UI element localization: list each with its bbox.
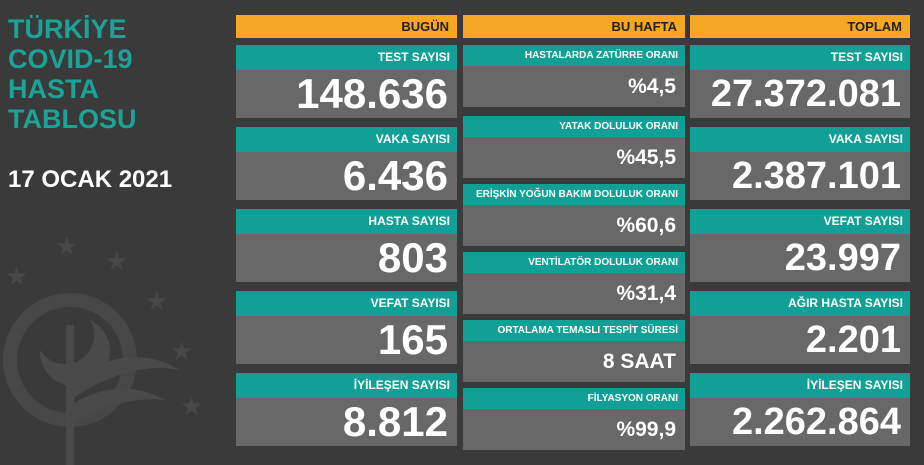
stat-label: ERİŞKİN YOĞUN BAKIM DOLULUK ORANI bbox=[463, 184, 685, 205]
stat-value: %4,5 bbox=[463, 66, 685, 107]
stat-label: TEST SAYISI bbox=[690, 45, 910, 70]
stat-value: %31,4 bbox=[463, 273, 685, 314]
title-line: TÜRKİYE bbox=[8, 14, 127, 44]
title-line: TABLOSU bbox=[8, 104, 137, 134]
stat-value: 8 SAAT bbox=[463, 341, 685, 382]
stat-label: HASTALARDA ZATÜRRE ORANI bbox=[463, 45, 685, 66]
stat-label: VENTİLATÖR DOLULUK ORANI bbox=[463, 252, 685, 273]
title-line: COVID-19 bbox=[8, 44, 133, 74]
stat-label: FİLYASYON ORANI bbox=[463, 388, 685, 409]
svg-text:★: ★ bbox=[105, 247, 128, 277]
stat-label: VEFAT SAYISI bbox=[236, 291, 457, 316]
stat-label: İYİLEŞEN SAYISI bbox=[690, 373, 910, 398]
stat-value: 6.436 bbox=[236, 152, 457, 200]
stat-label: HASTA SAYISI bbox=[236, 209, 457, 234]
stat-value: 2.201 bbox=[690, 316, 910, 364]
title: TÜRKİYE COVID-19 HASTA TABLOSU bbox=[8, 14, 137, 134]
stat-value: 803 bbox=[236, 234, 457, 282]
stat-label: TEST SAYISI bbox=[236, 45, 457, 70]
svg-text:★: ★ bbox=[180, 392, 203, 422]
stat-value: %45,5 bbox=[463, 137, 685, 178]
svg-text:★: ★ bbox=[5, 262, 28, 292]
date: 17 OCAK 2021 bbox=[8, 166, 173, 193]
stat-label: İYİLEŞEN SAYISI bbox=[236, 373, 457, 398]
stat-value: %60,6 bbox=[463, 205, 685, 246]
svg-text:★: ★ bbox=[170, 337, 193, 367]
emblem: ★★ ★ ★★★ bbox=[3, 232, 203, 465]
column-header: BUGÜN bbox=[236, 15, 457, 38]
stat-value: 165 bbox=[236, 316, 457, 364]
svg-text:★: ★ bbox=[55, 232, 78, 262]
svg-text:★: ★ bbox=[145, 287, 168, 317]
column-header: BU HAFTA bbox=[463, 15, 685, 38]
stat-value: 23.997 bbox=[690, 234, 910, 282]
column-header: TOPLAM bbox=[690, 15, 910, 38]
stat-value: 148.636 bbox=[236, 70, 457, 118]
title-line: HASTA bbox=[8, 74, 99, 104]
stat-value: %99,9 bbox=[463, 409, 685, 450]
stat-value: 2.262.864 bbox=[690, 398, 910, 446]
stat-value: 2.387.101 bbox=[690, 152, 910, 200]
stat-label: VAKA SAYISI bbox=[236, 127, 457, 152]
stat-label: ORTALAMA TEMASLI TESPİT SÜRESİ bbox=[463, 320, 685, 341]
stat-value: 8.812 bbox=[236, 398, 457, 446]
stat-value: 27.372.081 bbox=[690, 70, 910, 118]
stat-label: YATAK DOLULUK ORANI bbox=[463, 116, 685, 137]
stat-label: AĞIR HASTA SAYISI bbox=[690, 291, 910, 316]
stat-label: VAKA SAYISI bbox=[690, 127, 910, 152]
stat-label: VEFAT SAYISI bbox=[690, 209, 910, 234]
